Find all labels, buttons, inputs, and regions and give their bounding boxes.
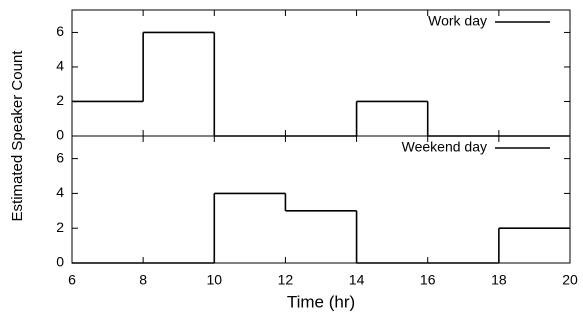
plot-frame <box>71 135 571 264</box>
y-tick-label: 2 <box>56 92 64 108</box>
x-tick-label: 12 <box>278 272 294 288</box>
y-tick-label: 6 <box>56 149 64 165</box>
x-tick-label: 10 <box>206 272 222 288</box>
plot-frame <box>71 9 571 137</box>
legend-label: Work day <box>428 13 487 29</box>
y-tick-label: 6 <box>56 23 64 39</box>
y-tick-label: 2 <box>56 219 64 235</box>
x-tick-label: 18 <box>491 272 507 288</box>
x-tick-label: 16 <box>420 272 436 288</box>
x-tick-label: 14 <box>349 272 365 288</box>
y-axis-label: Estimated Speaker Count <box>9 50 26 222</box>
x-tick-label: 8 <box>139 272 147 288</box>
legend-label: Weekend day <box>402 139 487 155</box>
y-tick-label: 0 <box>56 127 64 143</box>
x-tick-label: 20 <box>562 272 578 288</box>
x-axis-label: Time (hr) <box>287 292 355 311</box>
y-tick-label: 4 <box>56 184 64 200</box>
y-tick-label: 0 <box>56 254 64 270</box>
x-tick-label: 6 <box>68 272 76 288</box>
y-tick-label: 4 <box>56 58 64 74</box>
